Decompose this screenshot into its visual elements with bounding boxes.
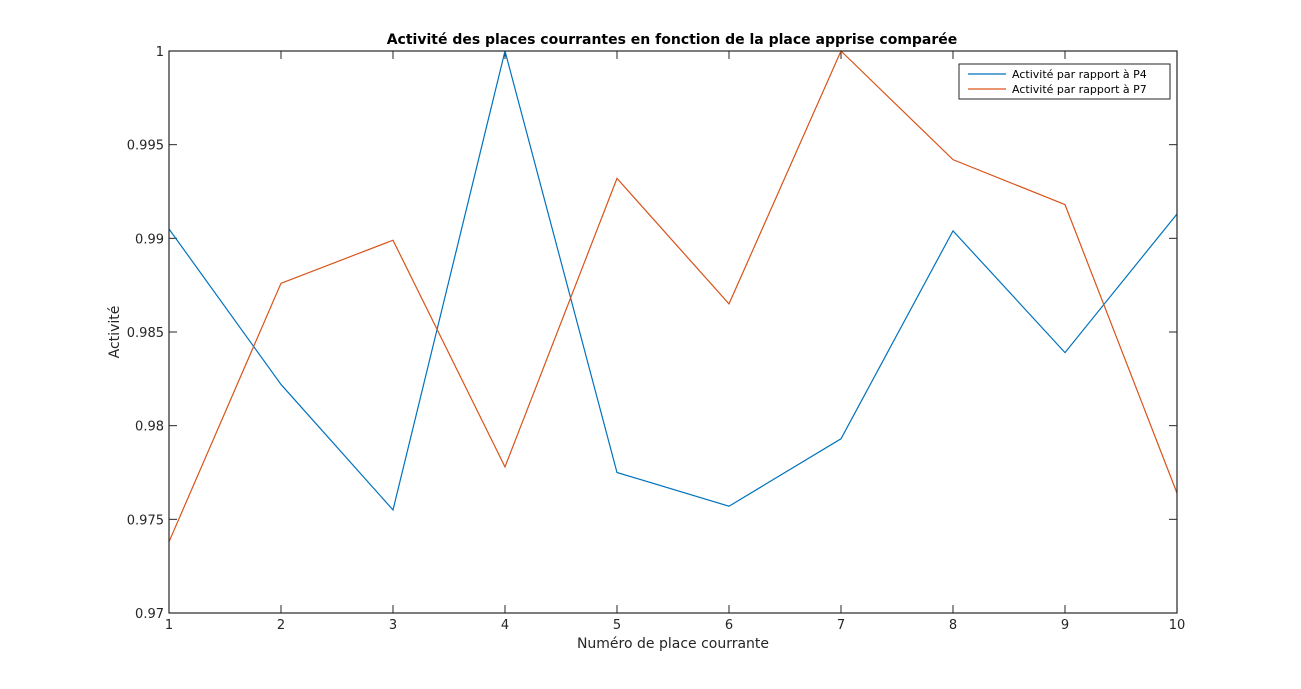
x-tick-label: 4 xyxy=(501,618,509,633)
legend-label-1: Activité par rapport à P4 xyxy=(1012,68,1147,81)
y-tick-label: 0.97 xyxy=(135,607,164,622)
chart-title: Activité des places courrantes en foncti… xyxy=(387,32,958,48)
axis-ticks: 1 2 3 4 5 6 7 8 9 10 0.97 0.975 0.98 0.985 0.99 0.995 1 xyxy=(127,45,1185,633)
y-tick-label: 0.99 xyxy=(135,232,164,247)
x-tick-label: 10 xyxy=(1169,618,1186,633)
y-tick-label: 0.995 xyxy=(127,139,164,154)
series-layer xyxy=(168,49,1178,543)
x-axis-label: Numéro de place courrante xyxy=(577,636,769,652)
y-tick-label: 0.975 xyxy=(127,513,164,528)
x-tick-label: 8 xyxy=(949,618,957,633)
x-tick-label: 1 xyxy=(165,618,173,633)
axes-box xyxy=(168,50,1178,614)
y-tick-label: 1 xyxy=(156,45,164,60)
series-line-1 xyxy=(168,50,1178,512)
series-line-2 xyxy=(168,49,1178,543)
x-tick-label: 2 xyxy=(277,618,285,633)
legend-label-2: Activité par rapport à P7 xyxy=(1012,83,1147,96)
x-tick-label: 5 xyxy=(613,618,621,633)
y-tick-label: 0.985 xyxy=(127,326,164,341)
y-axis-label: Activité xyxy=(107,306,123,359)
legend-box xyxy=(958,63,1171,100)
y-tick-label: 0.98 xyxy=(135,420,164,435)
x-tick-label: 6 xyxy=(725,618,733,633)
x-tick-label: 3 xyxy=(389,618,397,633)
x-tick-label: 7 xyxy=(837,618,845,633)
legend: Activité par rapport à P4 Activité par ra… xyxy=(958,63,1171,100)
x-tick-label: 9 xyxy=(1061,618,1069,633)
